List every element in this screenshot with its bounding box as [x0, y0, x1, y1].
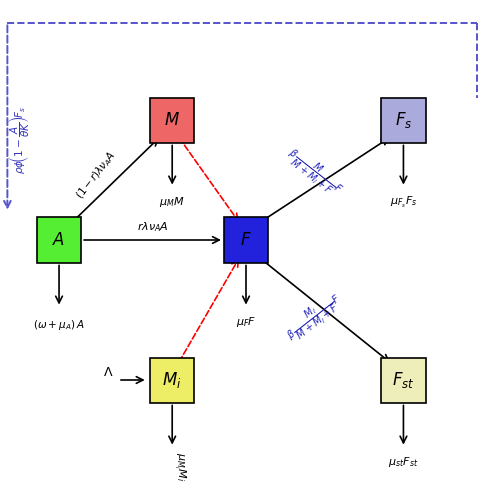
- Text: $M_i$: $M_i$: [162, 370, 182, 390]
- Text: $\mu_{st} F_{st}$: $\mu_{st} F_{st}$: [388, 455, 419, 469]
- Text: $F_{st}$: $F_{st}$: [392, 370, 415, 390]
- Text: $M$: $M$: [164, 111, 180, 129]
- Text: $\mu_F F$: $\mu_F F$: [236, 315, 256, 329]
- Text: $(\omega+\mu_A)\,A$: $(\omega+\mu_A)\,A$: [33, 318, 85, 332]
- FancyBboxPatch shape: [381, 358, 426, 403]
- Text: $F$: $F$: [240, 231, 252, 249]
- FancyBboxPatch shape: [37, 218, 81, 262]
- FancyBboxPatch shape: [224, 218, 268, 262]
- Text: $\mu_{M_i} M_i$: $\mu_{M_i} M_i$: [172, 452, 187, 482]
- FancyBboxPatch shape: [150, 98, 194, 142]
- Text: $\rho\phi\!\left(1-\dfrac{A}{\theta K}\right)\!F_s$: $\rho\phi\!\left(1-\dfrac{A}{\theta K}\r…: [6, 106, 31, 174]
- Text: $\mu_M M$: $\mu_M M$: [159, 195, 185, 209]
- Text: $\Lambda$: $\Lambda$: [103, 366, 113, 379]
- Text: $(1-r)\lambda\nu_A A$: $(1-r)\lambda\nu_A A$: [73, 148, 119, 202]
- Text: $F_s$: $F_s$: [395, 110, 412, 130]
- Text: $\beta\,\dfrac{M}{M+M_i+F}F$: $\beta\,\dfrac{M}{M+M_i+F}F$: [281, 142, 348, 203]
- FancyBboxPatch shape: [381, 98, 426, 142]
- Text: $\mu_{F_s} F_s$: $\mu_{F_s} F_s$: [390, 195, 417, 210]
- Text: $A$: $A$: [53, 231, 65, 249]
- Text: $\beta\,\dfrac{M_i}{M+M_i+F}F$: $\beta\,\dfrac{M_i}{M+M_i+F}F$: [281, 287, 349, 348]
- Text: $r\lambda\nu_A A$: $r\lambda\nu_A A$: [137, 220, 168, 234]
- FancyBboxPatch shape: [150, 358, 194, 403]
